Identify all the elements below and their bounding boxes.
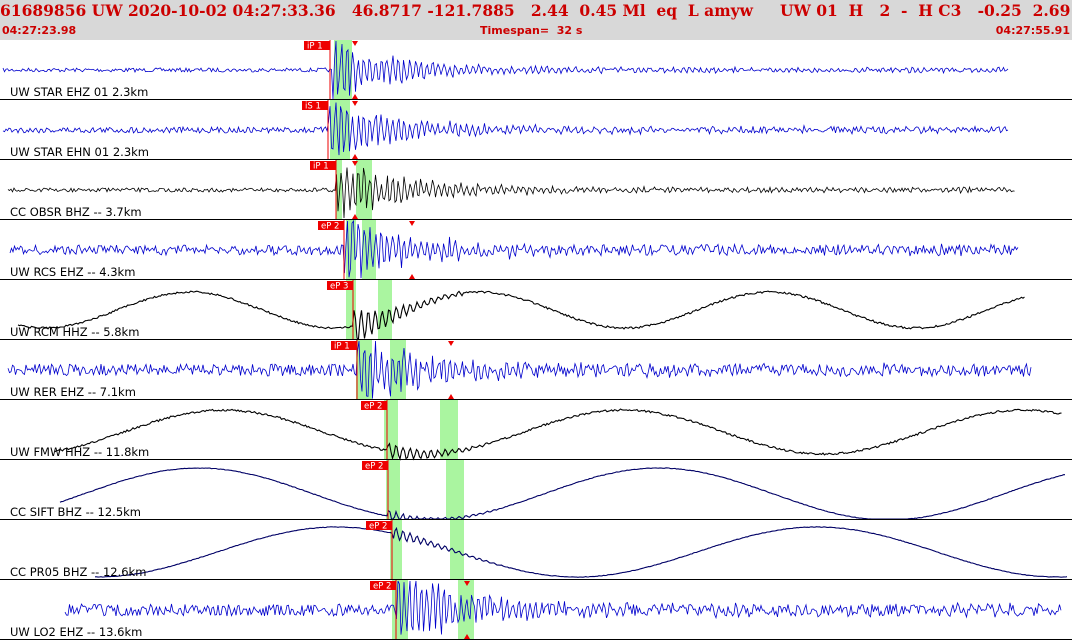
- time-window: [386, 460, 400, 520]
- channel-panel[interactable]: eP 3 UW RCM HHZ -- 5.8km: [0, 280, 1072, 340]
- seismogram-trace[interactable]: [54, 408, 1062, 461]
- seismogram-trace[interactable]: [2, 40, 1009, 100]
- channel-panel[interactable]: eP 2 UW FMW HHZ -- 11.8km: [0, 400, 1072, 461]
- phase-pick-flag[interactable]: [318, 221, 344, 230]
- phase-pick-flag[interactable]: [370, 581, 396, 590]
- phase-pick-label: iS 1: [305, 102, 321, 112]
- channel-panel[interactable]: eP 2 CC SIFT BHZ -- 12.5km: [0, 460, 1072, 520]
- channel-panel[interactable]: iP 1 UW RER EHZ -- 7.1km: [0, 340, 1072, 400]
- time-window: [336, 160, 342, 220]
- phase-pick-label: eP 3: [330, 282, 348, 292]
- phase-pick-flag[interactable]: [331, 341, 357, 350]
- phase-pick-label: eP 2: [369, 522, 387, 532]
- s-marker-icon[interactable]: [352, 214, 358, 219]
- channel-panel[interactable]: eP 2 UW RCS EHZ -- 4.3km: [0, 219, 1072, 280]
- time-window: [450, 520, 464, 580]
- phase-pick-flag[interactable]: [366, 521, 392, 530]
- channel-label: UW STAR EHN 01 2.3km: [10, 145, 149, 159]
- event-header: 61689856 UW 2020-10-02 04:27:33.36 46.87…: [0, 0, 1072, 40]
- time-window: [446, 460, 464, 520]
- time-window: [356, 160, 372, 220]
- seismogram-trace[interactable]: [95, 526, 1068, 578]
- phase-pick-flag[interactable]: [304, 41, 330, 50]
- start-time: 04:27:23.98: [2, 24, 77, 37]
- phase-pick-label: iP 1: [307, 42, 323, 52]
- s-marker-icon[interactable]: [409, 221, 415, 226]
- phase-pick-flag[interactable]: [302, 101, 328, 110]
- s-marker-icon[interactable]: [409, 274, 415, 279]
- phase-pick-label: iP 1: [313, 162, 329, 172]
- time-window: [390, 340, 406, 400]
- channel-label: CC PR05 BHZ -- 12.6km: [10, 565, 146, 579]
- channel-label: CC OBSR BHZ -- 3.7km: [10, 205, 142, 219]
- s-marker-icon[interactable]: [352, 161, 358, 166]
- seismogram-trace[interactable]: [9, 219, 1019, 279]
- seismogram-trace[interactable]: [17, 290, 1025, 340]
- phase-pick-flag[interactable]: [327, 281, 353, 290]
- time-window: [378, 280, 392, 340]
- s-marker-icon[interactable]: [352, 94, 358, 99]
- channel-label: UW STAR EHZ 01 2.3km: [10, 85, 148, 99]
- s-marker-icon[interactable]: [464, 581, 470, 586]
- phase-pick-flag[interactable]: [361, 401, 387, 410]
- s-marker-icon[interactable]: [352, 41, 358, 46]
- s-marker-icon[interactable]: [352, 101, 358, 106]
- channel-panel[interactable]: eP 2 CC PR05 BHZ -- 12.6km: [0, 520, 1072, 580]
- waveform-panel[interactable]: iP 1 UW STAR EHZ 01 2.3km iS 1 UW STAR EHN …: [0, 40, 1072, 640]
- channel-label: UW FMW HHZ -- 11.8km: [10, 445, 149, 459]
- seismogram-trace[interactable]: [7, 340, 1032, 399]
- event-summary: 61689856 UW 2020-10-02 04:27:33.36 46.87…: [0, 1, 1071, 20]
- s-marker-icon[interactable]: [352, 154, 358, 159]
- seismogram-trace[interactable]: [59, 467, 1065, 520]
- channel-label: UW RER EHZ -- 7.1km: [10, 385, 136, 399]
- timespan: Timespan= 32 s: [480, 24, 583, 37]
- phase-pick-flag[interactable]: [362, 461, 388, 470]
- channel-label: CC SIFT BHZ -- 12.5km: [10, 505, 141, 519]
- channel-panel[interactable]: iP 1 UW STAR EHZ 01 2.3km: [0, 40, 1072, 100]
- channel-panel[interactable]: eP 2 UW LO2 EHZ -- 13.6km: [0, 580, 1072, 640]
- channel-panel[interactable]: iP 1 CC OBSR BHZ -- 3.7km: [0, 160, 1072, 220]
- phase-pick-label: eP 2: [321, 222, 339, 232]
- channel-label: UW LO2 EHZ -- 13.6km: [10, 625, 142, 639]
- channel-label: UW RCM HHZ -- 5.8km: [10, 325, 139, 339]
- phase-pick-label: eP 2: [364, 402, 382, 412]
- time-window: [346, 280, 356, 340]
- end-time: 04:27:55.91: [995, 24, 1070, 37]
- phase-pick-label: iP 1: [334, 342, 350, 352]
- seismogram-trace[interactable]: [64, 580, 1062, 635]
- time-window: [458, 580, 474, 640]
- seismogram-trace[interactable]: [7, 167, 1015, 219]
- channel-label: UW RCS EHZ -- 4.3km: [10, 265, 135, 279]
- s-marker-icon[interactable]: [464, 634, 470, 639]
- phase-pick-label: eP 2: [373, 582, 391, 592]
- s-marker-icon[interactable]: [448, 341, 454, 346]
- seismogram-trace[interactable]: [2, 102, 1009, 156]
- time-window: [356, 340, 372, 400]
- time-window: [440, 400, 458, 460]
- s-marker-icon[interactable]: [448, 394, 454, 399]
- phase-pick-flag[interactable]: [310, 161, 336, 170]
- phase-pick-label: eP 2: [365, 462, 383, 472]
- channel-panel[interactable]: iS 1 UW STAR EHN 01 2.3km: [0, 100, 1072, 160]
